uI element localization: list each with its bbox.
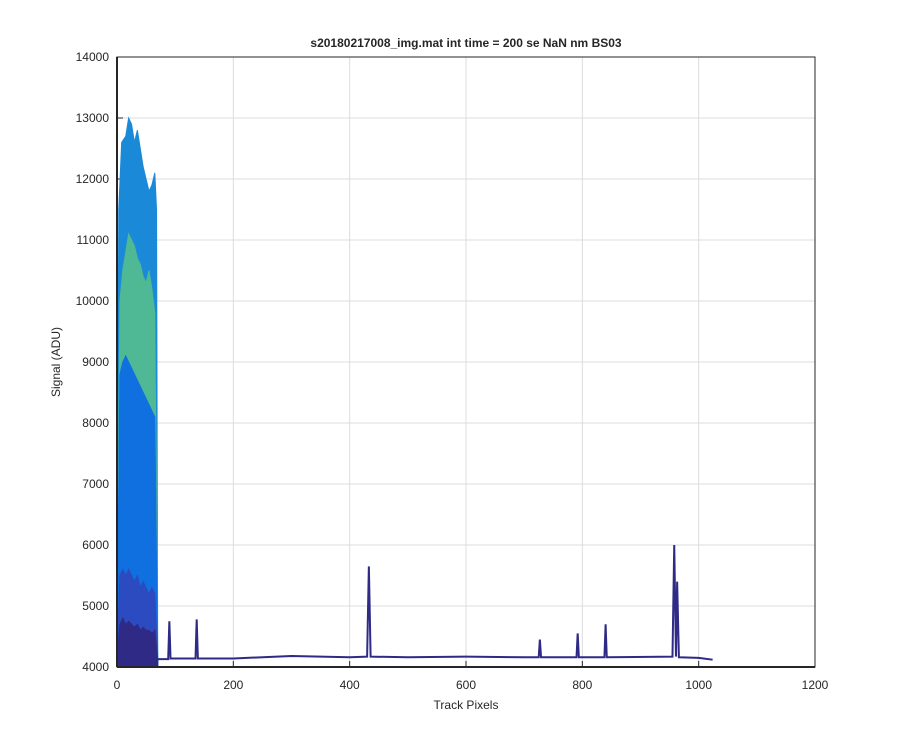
x-tick-label: 200 xyxy=(223,678,243,692)
area xyxy=(116,617,159,668)
x-tick-label: 1200 xyxy=(802,678,829,692)
y-tick-label: 13000 xyxy=(76,111,110,125)
y-tick-label: 12000 xyxy=(76,172,110,186)
y-tick-label: 14000 xyxy=(76,50,110,64)
x-tick-label: 0 xyxy=(114,678,121,692)
y-axis-label: Signal (ADU) xyxy=(49,327,63,397)
y-tick-label: 5000 xyxy=(82,599,109,613)
y-tick-label: 6000 xyxy=(82,538,109,552)
y-tick-label: 11000 xyxy=(77,233,110,247)
y-tick-label: 9000 xyxy=(82,355,109,369)
y-tick-label: 4000 xyxy=(82,660,109,674)
y-tick-label: 7000 xyxy=(82,477,109,491)
line xyxy=(116,544,713,662)
chart-title: s20180217008_img.mat int time = 200 se N… xyxy=(310,36,622,50)
x-tick-label: 1000 xyxy=(685,678,712,692)
x-tick-label: 600 xyxy=(456,678,476,692)
y-tick-label: 10000 xyxy=(76,294,110,308)
x-axis-label: Track Pixels xyxy=(434,698,499,712)
x-tick-label: 400 xyxy=(340,678,360,692)
y-tick-label: 8000 xyxy=(82,416,109,430)
x-tick-label: 800 xyxy=(572,678,592,692)
